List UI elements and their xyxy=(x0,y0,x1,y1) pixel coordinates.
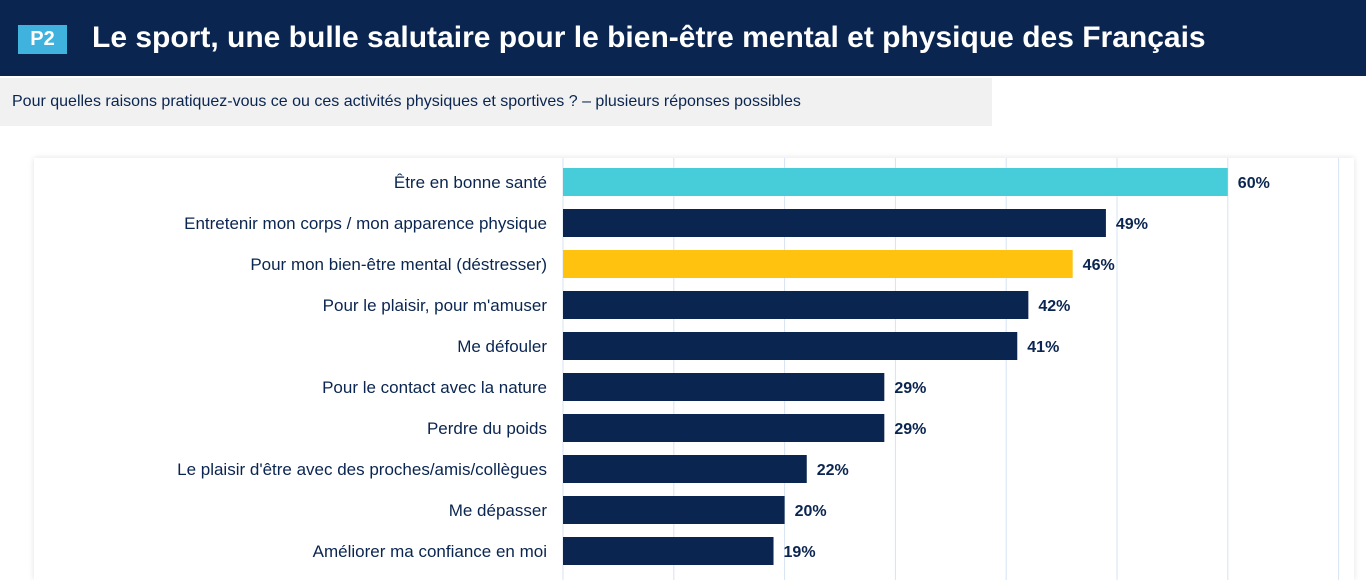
question-band: Pour quelles raisons pratiquez-vous ce o… xyxy=(0,78,992,126)
value-label: 49% xyxy=(1116,216,1148,233)
bar xyxy=(563,455,807,483)
page-badge: P2 xyxy=(18,25,67,54)
bar xyxy=(563,291,1029,319)
category-label: Me dépasser xyxy=(449,501,548,520)
value-label: 41% xyxy=(1027,339,1059,356)
category-label: Perdre du poids xyxy=(427,419,547,438)
value-label: 19% xyxy=(784,544,816,561)
category-label: Pour le contact avec la nature xyxy=(322,378,547,397)
header-bar: P2 Le sport, une bulle salutaire pour le… xyxy=(0,0,1366,76)
category-label: Le plaisir d'être avec des proches/amis/… xyxy=(177,460,547,479)
value-label: 42% xyxy=(1038,298,1070,315)
value-label: 60% xyxy=(1238,175,1270,192)
question-text: Pour quelles raisons pratiquez-vous ce o… xyxy=(12,93,801,110)
value-label: 29% xyxy=(894,380,926,397)
chart-card: Être en bonne santé 60% Entretenir mon cor… xyxy=(34,158,1354,580)
category-label: Entretenir mon corps / mon apparence phy… xyxy=(184,214,547,233)
bar xyxy=(563,250,1073,278)
category-label: Me défouler xyxy=(457,337,547,356)
value-label: 29% xyxy=(894,421,926,438)
bar xyxy=(563,332,1018,360)
category-label: Pour le plaisir, pour m'amuser xyxy=(323,296,548,315)
bar xyxy=(563,373,885,401)
category-label: Être en bonne santé xyxy=(394,173,547,192)
category-label: Améliorer ma confiance en moi xyxy=(313,542,547,561)
bar-chart: Être en bonne santé 60% Entretenir mon cor… xyxy=(177,158,1340,580)
category-label: Pour mon bien-être mental (déstresser) xyxy=(250,255,547,274)
bar xyxy=(563,209,1106,237)
bar xyxy=(563,414,885,442)
bar xyxy=(563,168,1228,196)
bar xyxy=(563,537,774,565)
bar xyxy=(563,496,785,524)
value-label: 46% xyxy=(1083,257,1115,274)
value-label: 22% xyxy=(817,462,849,479)
value-label: 20% xyxy=(795,503,827,520)
page-title: Le sport, une bulle salutaire pour le bi… xyxy=(92,21,1206,54)
